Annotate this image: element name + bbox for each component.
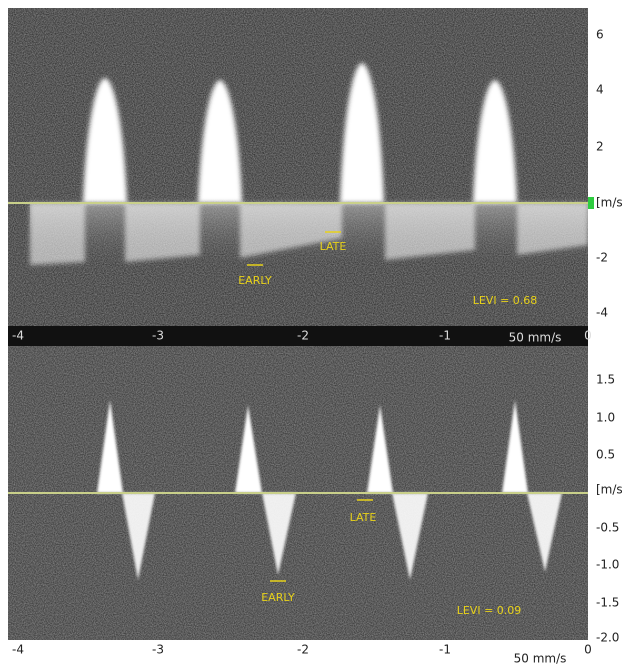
y-tick-label: 1.5 <box>596 373 615 387</box>
y-tick-label: 2 <box>596 140 604 154</box>
y-tick-label: -1.5 <box>596 596 619 610</box>
late-label: LATE <box>350 511 377 524</box>
x-tick-label: -2 <box>297 643 309 657</box>
x-tick-label: -3 <box>152 643 164 657</box>
y-tick-label: -2.0 <box>596 631 619 645</box>
y-tick-label: -1.0 <box>596 558 619 572</box>
x-tick-label: -3 <box>152 329 164 343</box>
x-tick-label: 0 <box>584 329 592 343</box>
y-tick-label: 0.5 <box>596 448 615 462</box>
x-tick-label: -4 <box>12 643 24 657</box>
early-label: EARLY <box>261 591 295 604</box>
x-tick-label: 0 <box>584 643 592 657</box>
late-label: LATE <box>320 240 347 253</box>
x-tick-label: -1 <box>439 329 451 343</box>
levi-label: LEVI = 0.68 <box>473 294 538 307</box>
early-label: EARLY <box>238 274 272 287</box>
y-tick-label: [m/s <box>596 483 623 497</box>
y-tick-label: 1.0 <box>596 411 615 425</box>
y-tick-label: -0.5 <box>596 521 619 535</box>
levi-label: LEVI = 0.09 <box>457 604 522 617</box>
x-tick-label: -1 <box>439 643 451 657</box>
x-tick-label: -2 <box>297 329 309 343</box>
y-tick-label: 4 <box>596 83 604 97</box>
doppler-screen: 6 4 2 [m/s -2 -4 -4 -3 -2 -1 0 50 mm/s EARLY LATE LEVI… <box>0 0 625 664</box>
sweep-speed: 50 mm/s <box>509 331 562 345</box>
y-tick-label: -4 <box>596 306 608 320</box>
y-tick-label: [m/s <box>596 196 623 210</box>
y-tick-label: -2 <box>596 251 608 265</box>
x-tick-label: -4 <box>12 329 24 343</box>
y-tick-label: 6 <box>596 28 604 42</box>
sweep-speed: 50 mm/s <box>514 652 567 664</box>
